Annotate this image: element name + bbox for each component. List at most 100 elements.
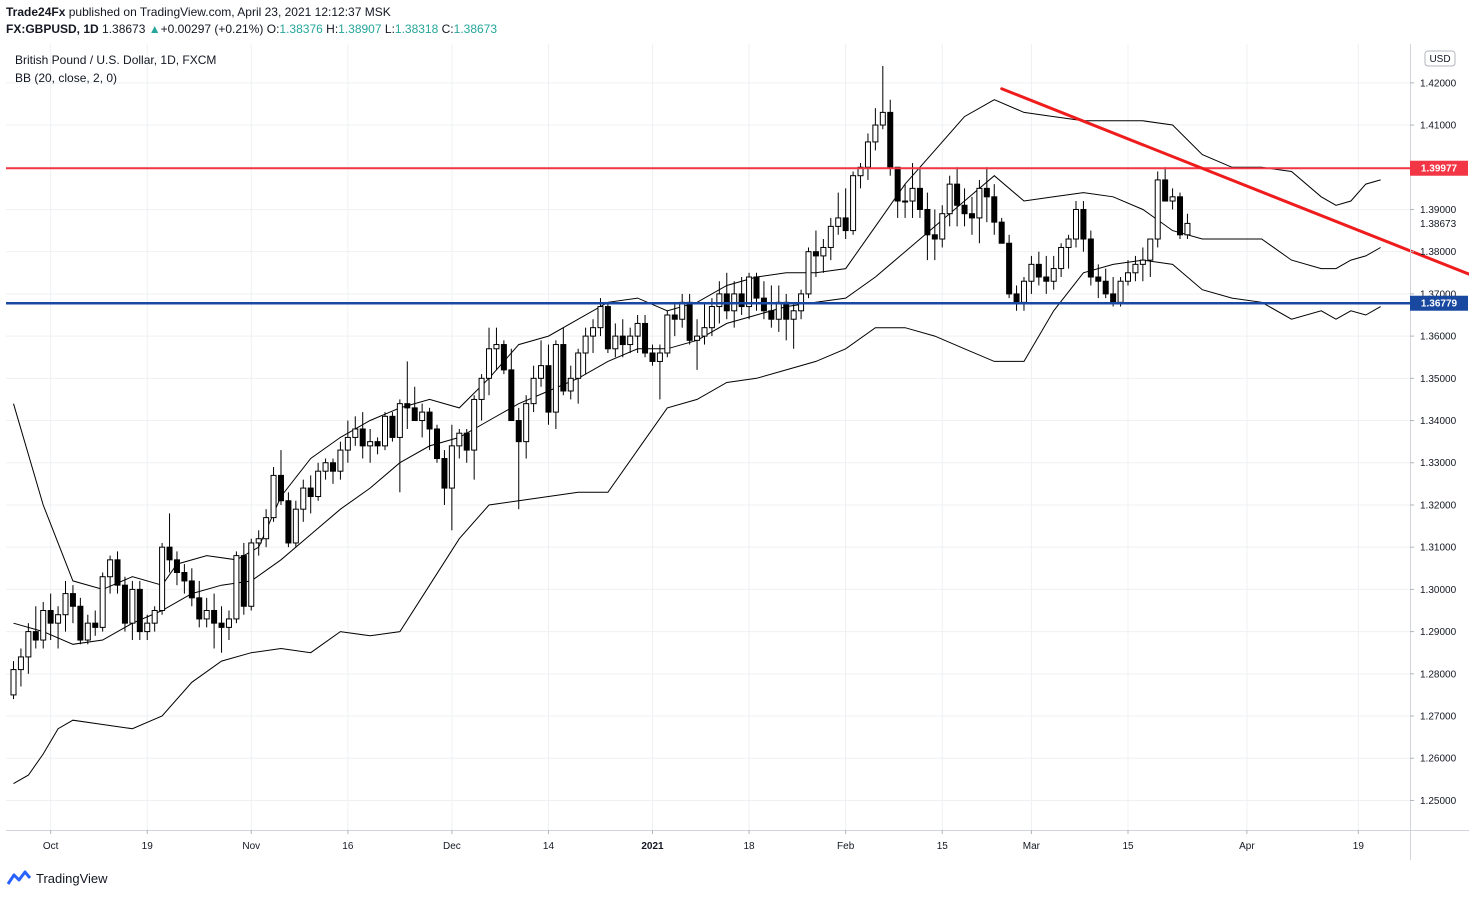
candle[interactable] xyxy=(77,597,84,645)
candle[interactable] xyxy=(62,580,69,632)
candle[interactable] xyxy=(1162,167,1169,202)
candle[interactable] xyxy=(842,188,849,240)
candle[interactable] xyxy=(1028,255,1035,294)
candle[interactable] xyxy=(32,606,39,649)
candle[interactable] xyxy=(270,466,277,522)
candle[interactable] xyxy=(233,551,240,624)
candle[interactable] xyxy=(203,597,210,628)
candle[interactable] xyxy=(196,580,203,628)
candle[interactable] xyxy=(1072,201,1079,248)
candle[interactable] xyxy=(159,542,166,615)
candle[interactable] xyxy=(69,585,76,624)
candle[interactable] xyxy=(456,428,463,459)
candle[interactable] xyxy=(976,179,983,244)
candle[interactable] xyxy=(619,319,626,358)
candle[interactable] xyxy=(686,293,693,345)
candle[interactable] xyxy=(322,458,329,480)
candle[interactable] xyxy=(1139,247,1146,282)
chart-frame[interactable]: 1.25000 1.26000 1.27000 1.28000 1.29000 1.300… xyxy=(6,44,1472,860)
candle[interactable] xyxy=(1095,264,1102,299)
candle[interactable] xyxy=(1154,171,1161,248)
downtrend-line[interactable] xyxy=(1000,87,1472,276)
candle[interactable] xyxy=(1080,201,1087,252)
candle[interactable] xyxy=(642,315,649,358)
candle[interactable] xyxy=(382,412,388,451)
candle[interactable] xyxy=(448,424,455,531)
currency-badge[interactable]: USD xyxy=(1424,50,1456,67)
candle[interactable] xyxy=(404,361,411,429)
candle[interactable] xyxy=(835,192,842,235)
candle[interactable] xyxy=(827,217,834,261)
candle[interactable] xyxy=(1035,251,1042,286)
candle[interactable] xyxy=(968,196,975,235)
candle[interactable] xyxy=(530,365,537,413)
candle[interactable] xyxy=(181,564,188,594)
candle[interactable] xyxy=(627,327,634,353)
candle[interactable] xyxy=(1169,188,1176,210)
candle[interactable] xyxy=(367,428,374,463)
candle[interactable] xyxy=(560,327,567,396)
candle[interactable] xyxy=(820,239,827,273)
candle[interactable] xyxy=(315,462,322,501)
candle[interactable] xyxy=(523,395,530,459)
candle[interactable] xyxy=(738,277,745,316)
candle[interactable] xyxy=(396,399,403,493)
candle[interactable] xyxy=(374,437,381,455)
candle[interactable] xyxy=(240,542,247,615)
candle[interactable] xyxy=(931,209,938,261)
candle[interactable] xyxy=(478,374,485,421)
candle[interactable] xyxy=(92,610,99,636)
candle[interactable] xyxy=(277,450,284,505)
candle[interactable] xyxy=(775,285,782,332)
candle[interactable] xyxy=(768,285,775,328)
candle[interactable] xyxy=(300,479,307,522)
candle[interactable] xyxy=(879,65,886,130)
candle[interactable] xyxy=(352,416,359,446)
candle[interactable] xyxy=(307,475,314,514)
candle[interactable] xyxy=(359,412,366,459)
candle[interactable] xyxy=(129,580,136,641)
candle[interactable] xyxy=(701,302,708,345)
candle[interactable] xyxy=(173,551,180,586)
candle[interactable] xyxy=(857,163,864,189)
candle[interactable] xyxy=(790,302,797,349)
candle[interactable] xyxy=(10,661,17,700)
candle[interactable] xyxy=(612,323,619,358)
candle[interactable] xyxy=(864,133,871,180)
candle[interactable] xyxy=(902,184,909,218)
candle[interactable] xyxy=(671,302,678,337)
candle[interactable] xyxy=(463,428,470,463)
candle[interactable] xyxy=(411,386,418,422)
candle[interactable] xyxy=(263,509,270,548)
candle[interactable] xyxy=(961,188,968,227)
candle[interactable] xyxy=(590,319,597,353)
candle[interactable] xyxy=(1020,277,1027,311)
candle[interactable] xyxy=(255,530,262,556)
candle[interactable] xyxy=(939,205,946,248)
candle[interactable] xyxy=(983,167,990,223)
candle[interactable] xyxy=(136,580,143,641)
candle[interactable] xyxy=(567,365,574,400)
candle[interactable] xyxy=(850,171,857,235)
candle[interactable] xyxy=(17,648,24,687)
candle[interactable] xyxy=(493,327,500,370)
candle[interactable] xyxy=(954,167,961,227)
candle[interactable] xyxy=(909,163,916,218)
candle[interactable] xyxy=(991,184,998,235)
candle[interactable] xyxy=(1013,285,1020,311)
candle[interactable] xyxy=(679,293,686,328)
candle[interactable] xyxy=(84,614,91,645)
candle[interactable] xyxy=(746,272,753,320)
candle[interactable] xyxy=(1177,192,1184,240)
candle[interactable] xyxy=(40,602,47,649)
candle[interactable] xyxy=(634,315,641,353)
candle[interactable] xyxy=(107,555,114,594)
candle[interactable] xyxy=(582,327,589,375)
candle[interactable] xyxy=(144,614,151,641)
candle[interactable] xyxy=(604,302,611,353)
candle[interactable] xyxy=(805,247,812,299)
candle[interactable] xyxy=(1147,238,1154,278)
candle[interactable] xyxy=(225,610,232,641)
candle[interactable] xyxy=(924,192,931,261)
candle[interactable] xyxy=(694,319,701,370)
